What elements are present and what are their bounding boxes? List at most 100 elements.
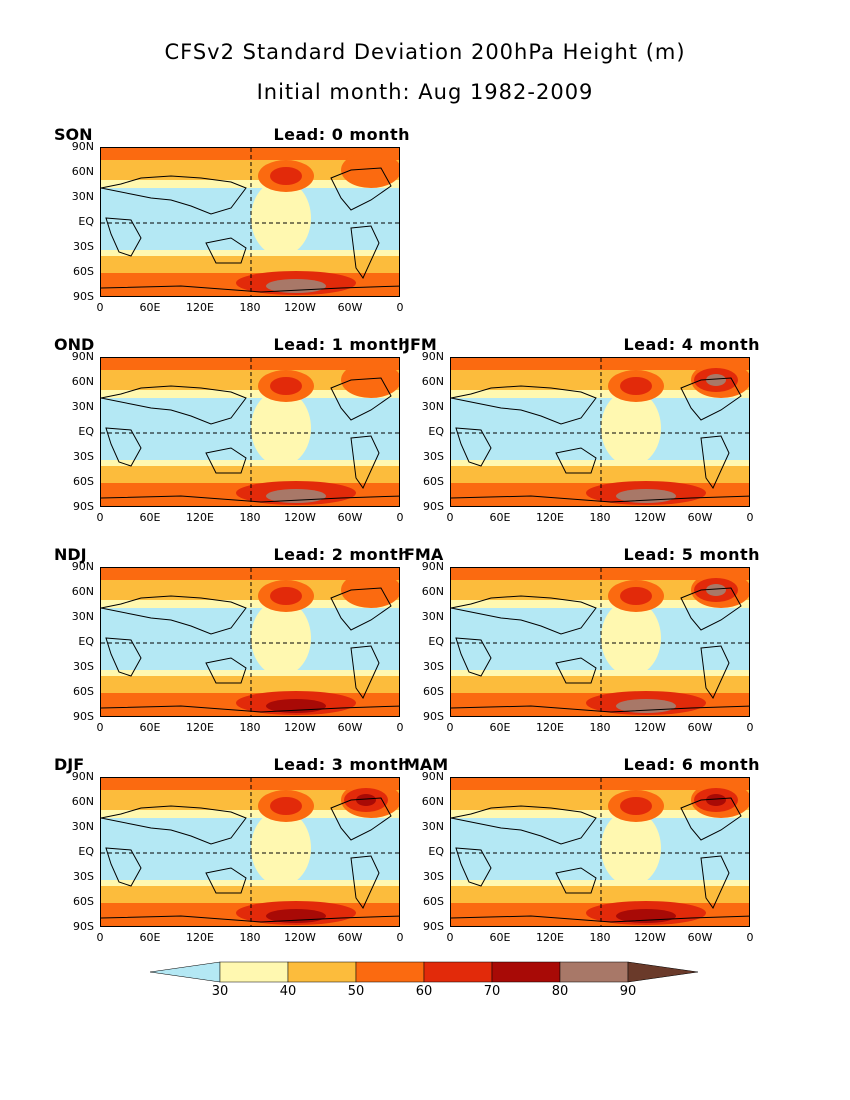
x-tick-label: 60E bbox=[489, 721, 511, 734]
lead-label: Lead: 4 month bbox=[623, 335, 760, 354]
x-tick-label: 180 bbox=[239, 931, 261, 944]
y-tick-label: 30N bbox=[71, 610, 94, 623]
colorbar-tick-label: 30 bbox=[211, 984, 229, 999]
x-tick-label: 120W bbox=[634, 511, 666, 524]
colorbar-tick-label: 80 bbox=[551, 984, 569, 999]
colorbar-segment bbox=[491, 961, 561, 983]
x-tick-label: 0 bbox=[396, 721, 404, 734]
y-tick-label: 90S bbox=[423, 710, 444, 723]
season-label: FMA bbox=[404, 545, 444, 564]
x-tick-label: 0 bbox=[446, 721, 454, 734]
x-tick-label: 120W bbox=[284, 301, 316, 314]
season-label: NDJ bbox=[54, 545, 87, 564]
y-tick-label: EQ bbox=[428, 845, 444, 858]
lead-label: Lead: 3 month bbox=[273, 755, 410, 774]
map-panel: OND Lead: 1 month 90N 60N 30N EQ 30S 60S 90S 0 60E… bbox=[50, 335, 410, 535]
x-tick-label: 0 bbox=[96, 301, 104, 314]
colorbar-arrow-high bbox=[627, 961, 699, 983]
map-area bbox=[100, 567, 400, 717]
x-tick-label: 120E bbox=[536, 511, 564, 524]
x-tick-label: 180 bbox=[239, 721, 261, 734]
x-tick-label: 0 bbox=[96, 511, 104, 524]
y-tick-label: 60N bbox=[71, 795, 94, 808]
y-tick-label: 90S bbox=[73, 500, 94, 513]
x-tick-label: 60W bbox=[687, 721, 713, 734]
y-tick-label: 60S bbox=[423, 895, 444, 908]
y-tick-label: 30N bbox=[71, 190, 94, 203]
y-tick-label: 60N bbox=[71, 375, 94, 388]
y-tick-label: 60S bbox=[423, 685, 444, 698]
x-tick-label: 120E bbox=[186, 301, 214, 314]
colorbar-segment bbox=[287, 961, 357, 983]
lead-label: Lead: 0 month bbox=[273, 125, 410, 144]
y-tick-label: EQ bbox=[78, 215, 94, 228]
lead-label: Lead: 5 month bbox=[623, 545, 760, 564]
map-area bbox=[100, 777, 400, 927]
map-area bbox=[100, 147, 400, 297]
x-tick-label: 0 bbox=[396, 931, 404, 944]
x-tick-label: 120E bbox=[536, 721, 564, 734]
heatmap-field bbox=[451, 568, 749, 716]
heatmap-field bbox=[101, 148, 399, 296]
y-tick-label: 90N bbox=[421, 560, 444, 573]
y-tick-label: 30S bbox=[73, 240, 94, 253]
colorbar bbox=[150, 961, 699, 983]
x-tick-label: 0 bbox=[746, 931, 754, 944]
y-tick-label: 90N bbox=[71, 350, 94, 363]
x-tick-label: 60E bbox=[139, 511, 161, 524]
colorbar-tick-label: 60 bbox=[415, 984, 433, 999]
y-tick-label: EQ bbox=[428, 635, 444, 648]
x-tick-label: 60E bbox=[139, 931, 161, 944]
y-tick-label: 60S bbox=[73, 475, 94, 488]
y-tick-label: EQ bbox=[78, 635, 94, 648]
colorbar-tick-label: 90 bbox=[619, 984, 637, 999]
y-tick-label: 30S bbox=[73, 660, 94, 673]
season-label: MAM bbox=[404, 755, 449, 774]
y-tick-label: EQ bbox=[78, 845, 94, 858]
x-tick-label: 120W bbox=[634, 931, 666, 944]
colorbar-tick-label: 70 bbox=[483, 984, 501, 999]
y-tick-label: 30N bbox=[421, 400, 444, 413]
x-tick-label: 60W bbox=[337, 931, 363, 944]
y-tick-label: 30S bbox=[73, 870, 94, 883]
y-tick-label: 60S bbox=[73, 895, 94, 908]
chart-title: CFSv2 Standard Deviation 200hPa Height (… bbox=[164, 40, 686, 64]
x-tick-label: 0 bbox=[396, 301, 404, 314]
map-area bbox=[450, 777, 750, 927]
x-tick-label: 180 bbox=[239, 301, 261, 314]
x-tick-label: 120W bbox=[284, 511, 316, 524]
y-tick-label: 60N bbox=[421, 795, 444, 808]
season-label: DJF bbox=[54, 755, 85, 774]
y-tick-label: 30S bbox=[423, 660, 444, 673]
x-tick-label: 60E bbox=[489, 511, 511, 524]
x-tick-label: 0 bbox=[746, 721, 754, 734]
y-tick-label: 30N bbox=[71, 400, 94, 413]
x-tick-label: 0 bbox=[396, 511, 404, 524]
y-tick-label: 30S bbox=[423, 870, 444, 883]
y-tick-label: 30N bbox=[71, 820, 94, 833]
x-tick-label: 60E bbox=[139, 721, 161, 734]
y-tick-label: 90S bbox=[73, 290, 94, 303]
chart-subtitle: Initial month: Aug 1982-2009 bbox=[256, 80, 594, 104]
lead-label: Lead: 1 month bbox=[273, 335, 410, 354]
colorbar-segment bbox=[423, 961, 493, 983]
colorbar-tick-label: 40 bbox=[279, 984, 297, 999]
y-tick-label: 60S bbox=[73, 265, 94, 278]
x-tick-label: 0 bbox=[96, 721, 104, 734]
y-tick-label: 30S bbox=[423, 450, 444, 463]
x-tick-label: 120E bbox=[536, 931, 564, 944]
map-panel: MAM Lead: 6 month 90N 60N 30N EQ 30S 60S 90S 0 60E… bbox=[400, 755, 760, 955]
x-tick-label: 180 bbox=[239, 511, 261, 524]
map-panel: SON Lead: 0 month 90N 60N 30N EQ 30S 60S 90S 0 60E… bbox=[50, 125, 410, 325]
y-tick-label: 60N bbox=[71, 165, 94, 178]
x-tick-label: 120E bbox=[186, 721, 214, 734]
y-tick-label: 90N bbox=[71, 560, 94, 573]
y-tick-label: 30N bbox=[421, 610, 444, 623]
lead-label: Lead: 6 month bbox=[623, 755, 760, 774]
y-tick-label: 90S bbox=[73, 920, 94, 933]
x-tick-label: 60W bbox=[687, 511, 713, 524]
heatmap-field bbox=[451, 778, 749, 926]
x-tick-label: 180 bbox=[589, 931, 611, 944]
y-tick-label: 90N bbox=[421, 770, 444, 783]
y-tick-label: 60N bbox=[71, 585, 94, 598]
